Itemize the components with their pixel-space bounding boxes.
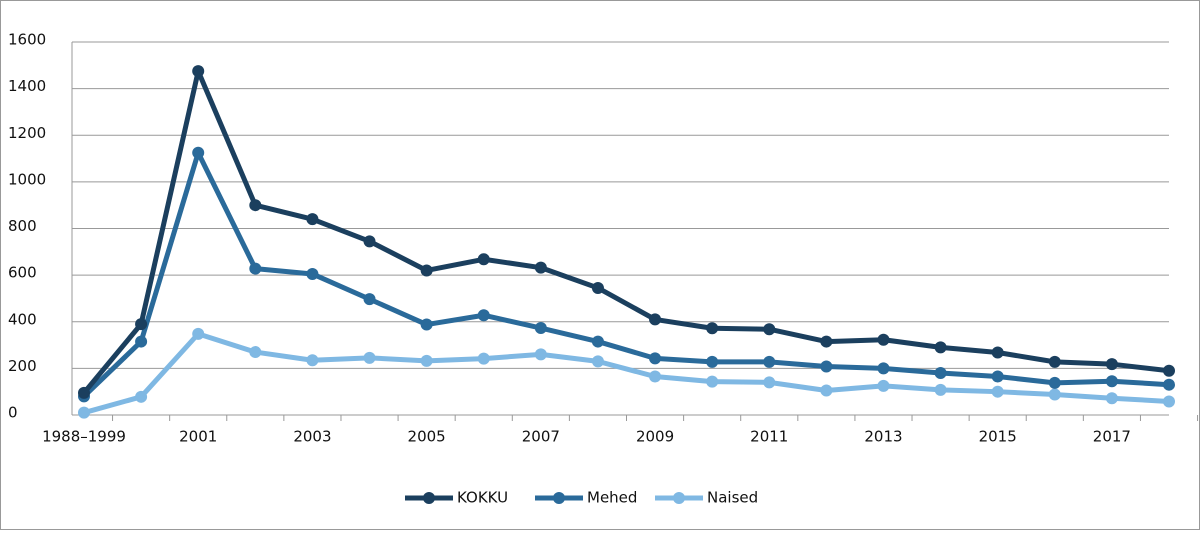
data-point xyxy=(192,327,205,340)
data-point xyxy=(135,335,148,348)
data-point xyxy=(534,322,547,335)
legend-label: Mehed xyxy=(587,489,637,507)
data-point xyxy=(477,309,490,322)
legend-label: KOKKU xyxy=(457,489,508,507)
data-point xyxy=(991,370,1004,383)
data-point xyxy=(763,355,776,368)
legend-marker xyxy=(553,492,565,504)
x-tick-label: 2003 xyxy=(293,428,331,446)
data-point xyxy=(991,385,1004,398)
x-tick-label: 1988–1999 xyxy=(42,428,126,446)
data-point xyxy=(649,352,662,365)
data-point xyxy=(820,335,833,348)
data-point xyxy=(78,406,90,419)
data-point xyxy=(1105,358,1118,371)
data-point xyxy=(363,351,376,364)
x-tick-label: 2005 xyxy=(408,428,446,446)
data-point xyxy=(1105,392,1118,405)
data-point xyxy=(249,346,262,359)
x-tick-label: 2017 xyxy=(1093,428,1131,446)
y-tick-label: 1000 xyxy=(8,170,46,188)
data-point xyxy=(192,65,205,78)
data-point xyxy=(135,318,148,331)
series-line xyxy=(82,68,1170,395)
data-point xyxy=(763,376,776,389)
data-point xyxy=(1163,378,1175,391)
data-point xyxy=(477,253,490,266)
data-point xyxy=(249,199,262,212)
legend-marker xyxy=(423,492,435,504)
data-point xyxy=(706,375,719,388)
data-point xyxy=(477,352,490,365)
data-point xyxy=(706,322,719,335)
data-point xyxy=(78,386,90,399)
data-point xyxy=(877,333,890,346)
data-point xyxy=(591,281,604,294)
x-tick-label: 2007 xyxy=(522,428,560,446)
data-point xyxy=(820,360,833,373)
y-tick-label: 1200 xyxy=(8,124,46,142)
x-tick-label: 2011 xyxy=(750,428,788,446)
data-point xyxy=(1163,364,1175,377)
data-point xyxy=(763,323,776,336)
data-point xyxy=(877,362,890,375)
data-point xyxy=(306,213,319,226)
data-point xyxy=(1105,375,1118,388)
data-point xyxy=(591,335,604,348)
data-point xyxy=(934,367,947,380)
data-point xyxy=(534,348,547,361)
data-point xyxy=(1048,388,1061,401)
data-point xyxy=(591,355,604,368)
legend-label: Naised xyxy=(707,489,758,507)
data-point xyxy=(991,346,1004,359)
data-point xyxy=(1048,355,1061,368)
data-point xyxy=(249,262,262,275)
data-point xyxy=(820,384,833,397)
x-tick-label: 2015 xyxy=(979,428,1017,446)
data-point xyxy=(534,261,547,274)
data-point xyxy=(363,293,376,306)
data-point xyxy=(649,370,662,383)
x-tick-label: 2001 xyxy=(179,428,217,446)
y-tick-label: 200 xyxy=(8,357,37,375)
data-point xyxy=(877,379,890,392)
y-tick-label: 1400 xyxy=(8,77,46,95)
y-tick-label: 800 xyxy=(8,217,37,235)
data-point xyxy=(420,354,433,367)
data-point xyxy=(934,341,947,354)
x-tick-label: 2013 xyxy=(864,428,902,446)
series-line xyxy=(82,150,1170,399)
series-line xyxy=(83,331,1170,416)
y-tick-label: 0 xyxy=(8,404,18,422)
data-point xyxy=(934,383,947,396)
data-point xyxy=(135,390,148,403)
data-point xyxy=(306,267,319,280)
y-tick-label: 400 xyxy=(8,310,37,328)
data-point xyxy=(363,235,376,248)
y-tick-label: 600 xyxy=(8,264,37,282)
legend-marker xyxy=(673,492,685,504)
data-point xyxy=(306,354,319,367)
y-tick-label: 1600 xyxy=(8,31,46,49)
data-point xyxy=(706,355,719,368)
data-point xyxy=(420,264,433,277)
data-point xyxy=(192,146,205,159)
data-point xyxy=(1163,395,1175,408)
x-tick-label: 2009 xyxy=(636,428,674,446)
data-point xyxy=(1048,376,1061,389)
data-point xyxy=(420,318,433,331)
data-point xyxy=(649,313,662,326)
